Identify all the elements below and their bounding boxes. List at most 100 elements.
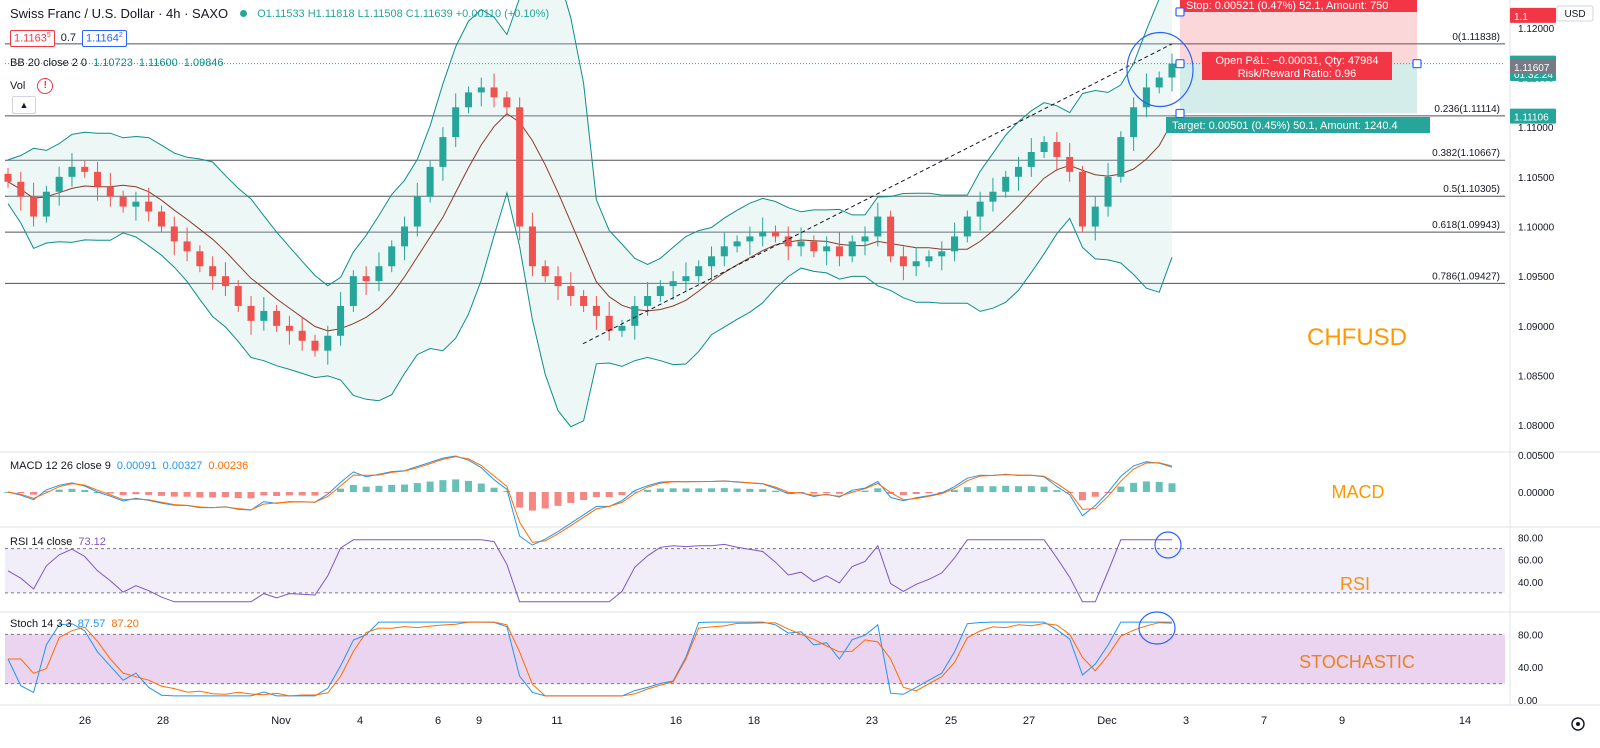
macd-hist-bar <box>644 489 652 492</box>
vol-label: Vol <box>10 80 26 92</box>
candle-body <box>68 166 76 177</box>
price-tick: 1.08500 <box>1518 371 1555 382</box>
macd-hist-bar <box>925 492 933 494</box>
candle-body <box>746 236 754 242</box>
macd-hist-bar <box>771 490 779 492</box>
candle-body <box>733 241 741 247</box>
macd-hist-bar <box>605 492 613 498</box>
candle-body <box>426 166 434 197</box>
candle-body <box>209 266 217 277</box>
macd-hist-bar <box>157 492 166 496</box>
candle-body <box>388 246 396 267</box>
candle-body <box>1078 171 1086 227</box>
candle-body <box>1117 137 1125 177</box>
vol-legend[interactable]: Vol ! <box>10 78 54 94</box>
target-label: Target: 0.00501 (0.45%) 50.1, Amount: 12… <box>1172 120 1398 132</box>
stoch-d-value: 87.20 <box>111 618 139 630</box>
price-tag-label: 01:32:24 <box>1514 70 1553 81</box>
price-tag <box>1510 108 1556 124</box>
buy-price-sup: 2 <box>118 32 123 39</box>
macd-hist-bar <box>669 488 677 492</box>
candle-body <box>1142 87 1150 108</box>
time-tick: 16 <box>670 715 682 727</box>
candle-body <box>1066 156 1074 172</box>
candle-body <box>273 310 281 326</box>
price-tick: 1.10500 <box>1518 173 1555 184</box>
bb-label: BB 20 close 2 0 <box>10 57 88 69</box>
fib-level-label: 0.786(1.09427) <box>1432 271 1500 282</box>
candle-body <box>247 305 255 321</box>
pnl-label: Open P&L: −0.00031, Qty: 47984 <box>1216 55 1379 67</box>
candle-body <box>1002 176 1010 192</box>
candle-body <box>554 276 562 287</box>
time-tick: 11 <box>551 715 562 727</box>
candle-body <box>631 305 639 326</box>
candle-body <box>1053 142 1061 157</box>
rsi-label: RSI 14 close <box>10 536 73 548</box>
macd-hist-bar <box>1168 483 1176 492</box>
candle-body <box>157 211 166 227</box>
price-tag-label: 1.11106 <box>1514 113 1549 124</box>
rr-label: Risk/Reward Ratio: 0.96 <box>1238 68 1357 80</box>
trend-line <box>582 43 1173 345</box>
macd-hist-bar <box>439 480 447 492</box>
macd-legend[interactable]: MACD 12 26 close 9 0.00091 0.00327 0.002… <box>10 460 248 472</box>
chevron-up-icon[interactable]: ▲ <box>12 96 36 114</box>
candle-body <box>298 330 306 341</box>
macd-hist-bar <box>311 492 319 496</box>
candle-body <box>797 241 805 247</box>
fib-level-label: 0.5(1.10305) <box>1443 184 1500 195</box>
candle-body <box>106 186 114 197</box>
rsi-legend[interactable]: RSI 14 close 73.12 <box>10 536 106 548</box>
bb-lower-value: 1.09846 <box>183 57 224 69</box>
buy-button[interactable]: 1.11642 <box>82 30 127 47</box>
candle-body <box>810 241 818 252</box>
price-tick: 1.12000 <box>1518 24 1555 35</box>
macd-hist-bar <box>145 492 153 495</box>
candle-body <box>55 176 63 192</box>
bb-legend[interactable]: BB 20 close 2 0 1.10723 1.11600 1.09846 <box>10 57 224 69</box>
trade-buttons: 1.11635 0.7 1.11642 <box>10 30 127 47</box>
target-label-bg <box>1166 117 1430 133</box>
time-tick: 25 <box>945 715 957 727</box>
position-handle <box>1412 59 1422 69</box>
candle-body <box>644 296 652 306</box>
candle-body <box>94 171 102 187</box>
macd-hist-bar <box>273 492 281 496</box>
candle-body <box>925 256 933 262</box>
macd-hist-bar <box>1040 486 1048 492</box>
candle-body <box>1040 142 1048 152</box>
candle-body <box>362 276 370 282</box>
rsi-annotation: RSI <box>1340 574 1370 594</box>
macd-hist-bar <box>720 488 728 492</box>
candle-body <box>963 216 971 237</box>
candle-body <box>912 261 920 267</box>
macd-hist-bar <box>528 492 536 511</box>
candle-body <box>1014 166 1023 177</box>
macd-tick: 0.00500 <box>1518 451 1555 462</box>
macd-hist-bar <box>989 486 997 492</box>
macd-hist-bar <box>119 492 127 496</box>
sell-button[interactable]: 1.11635 <box>10 30 55 47</box>
warning-icon[interactable]: ! <box>37 78 54 94</box>
macd-hist-bar <box>234 492 242 499</box>
price-tick: 1.10000 <box>1518 222 1555 233</box>
candle-body <box>1168 63 1176 78</box>
candle-body <box>989 191 997 202</box>
stop-label-bg <box>1180 0 1417 12</box>
fib-level-label: 0.236(1.11114) <box>1434 104 1500 115</box>
gear-icon[interactable] <box>1571 717 1585 731</box>
candle-body <box>183 241 191 252</box>
candle-body <box>1027 151 1035 167</box>
candle-body <box>324 335 332 351</box>
candle-body <box>234 286 242 306</box>
symbol-title[interactable]: Swiss Franc / U.S. Dollar · 4h · SAXO <box>10 6 229 21</box>
stoch-legend[interactable]: Stoch 14 3 3 87.57 87.20 <box>10 618 139 630</box>
macd-hist-bar <box>298 492 306 496</box>
candle-body <box>605 315 613 331</box>
macd-hist-value: 0.00236 <box>208 460 249 472</box>
macd-hist-bar <box>42 491 50 493</box>
candle-body <box>413 196 421 227</box>
macd-hist-bar <box>490 487 498 492</box>
